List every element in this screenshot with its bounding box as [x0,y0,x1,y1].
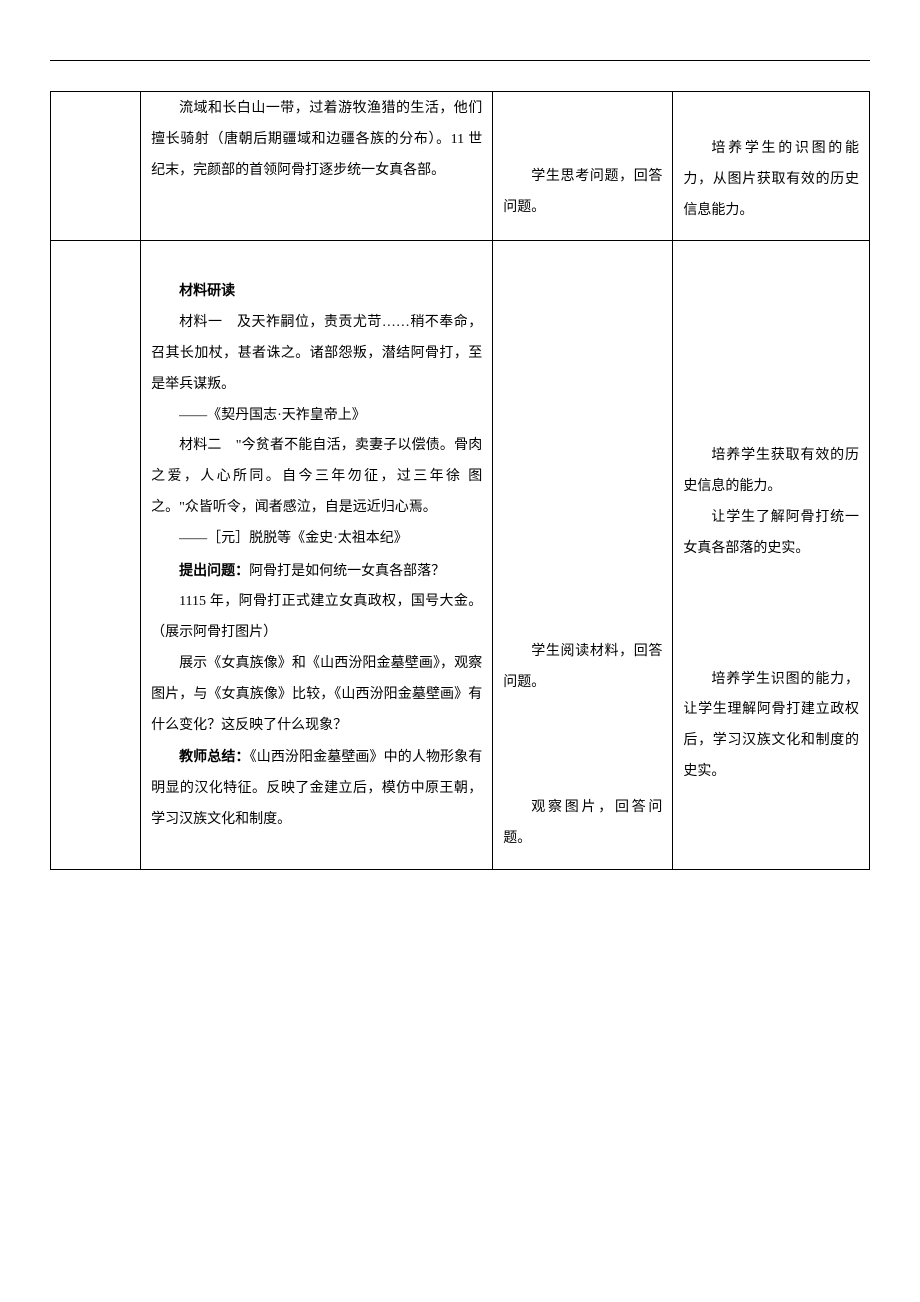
cell-student-activity: 学生阅读材料，回答问题。 观察图片，回答问题。 [493,241,673,869]
paragraph: 流域和长白山一带，过着游牧渔猎的生活，他们擅长骑射（唐朝后期疆域和边疆各族的分布… [151,94,482,186]
table-row: 材料研读 材料一 及天祚嗣位，责贡尤苛……稍不奉命，召其长加杖，甚者诛之。诸部怨… [51,241,870,869]
paragraph: 材料一 及天祚嗣位，责贡尤苛……稍不奉命，召其长加杖，甚者诛之。诸部怨叛，潜结阿… [151,308,482,400]
paragraph: 培养学生的识图的能力，从图片获取有效的历史信息能力。 [683,134,859,226]
lesson-table: 流域和长白山一带，过着游牧渔猎的生活，他们擅长骑射（唐朝后期疆域和边疆各族的分布… [50,91,870,870]
paragraph: 1115 年，阿骨打正式建立女真政权，国号大金。（展示阿骨打图片） [151,587,482,649]
paragraph: 让学生了解阿骨打统一女真各部落的史实。 [683,503,859,565]
source-citation: ——［元］脱脱等《金史·太祖本纪》 [151,524,482,555]
paragraph: 学生阅读材料，回答问题。 [503,637,662,699]
paragraph: 材料二 "今贫者不能自活，卖妻子以偿债。骨肉之爱，人心所同。自今三年勿征，过三年… [151,431,482,523]
paragraph: 培养学生获取有效的历史信息的能力。 [683,441,859,503]
paragraph: 学生思考问题，回答问题。 [503,162,662,224]
source-citation: ——《契丹国志·天祚皇帝上》 [151,401,482,432]
cell-stage [51,241,141,869]
header-divider [50,60,870,61]
section-heading: 材料研读 [151,275,482,308]
paragraph: 培养学生识图的能力，让学生理解阿骨打建立政权后，学习汉族文化和制度的史实。 [683,665,859,788]
cell-design-intent: 培养学生获取有效的历史信息的能力。 让学生了解阿骨打统一女真各部落的史实。 培养… [673,241,870,869]
cell-stage [51,92,141,241]
cell-student-activity: 学生思考问题，回答问题。 [493,92,673,241]
question-paragraph: 提出问题：阿骨打是如何统一女真各部落？ [151,555,482,588]
cell-design-intent: 培养学生的识图的能力，从图片获取有效的历史信息能力。 [673,92,870,241]
cell-teacher-activity: 材料研读 材料一 及天祚嗣位，责贡尤苛……稍不奉命，召其长加杖，甚者诛之。诸部怨… [141,241,493,869]
summary-paragraph: 教师总结：《山西汾阳金墓壁画》中的人物形象有明显的汉化特征。反映了金建立后，模仿… [151,741,482,835]
cell-teacher-activity: 流域和长白山一带，过着游牧渔猎的生活，他们擅长骑射（唐朝后期疆域和边疆各族的分布… [141,92,493,241]
paragraph: 展示《女真族像》和《山西汾阳金墓壁画》，观察图片，与《女真族像》比较，《山西汾阳… [151,649,482,741]
table-row: 流域和长白山一带，过着游牧渔猎的生活，他们擅长骑射（唐朝后期疆域和边疆各族的分布… [51,92,870,241]
paragraph: 观察图片，回答问题。 [503,793,662,855]
